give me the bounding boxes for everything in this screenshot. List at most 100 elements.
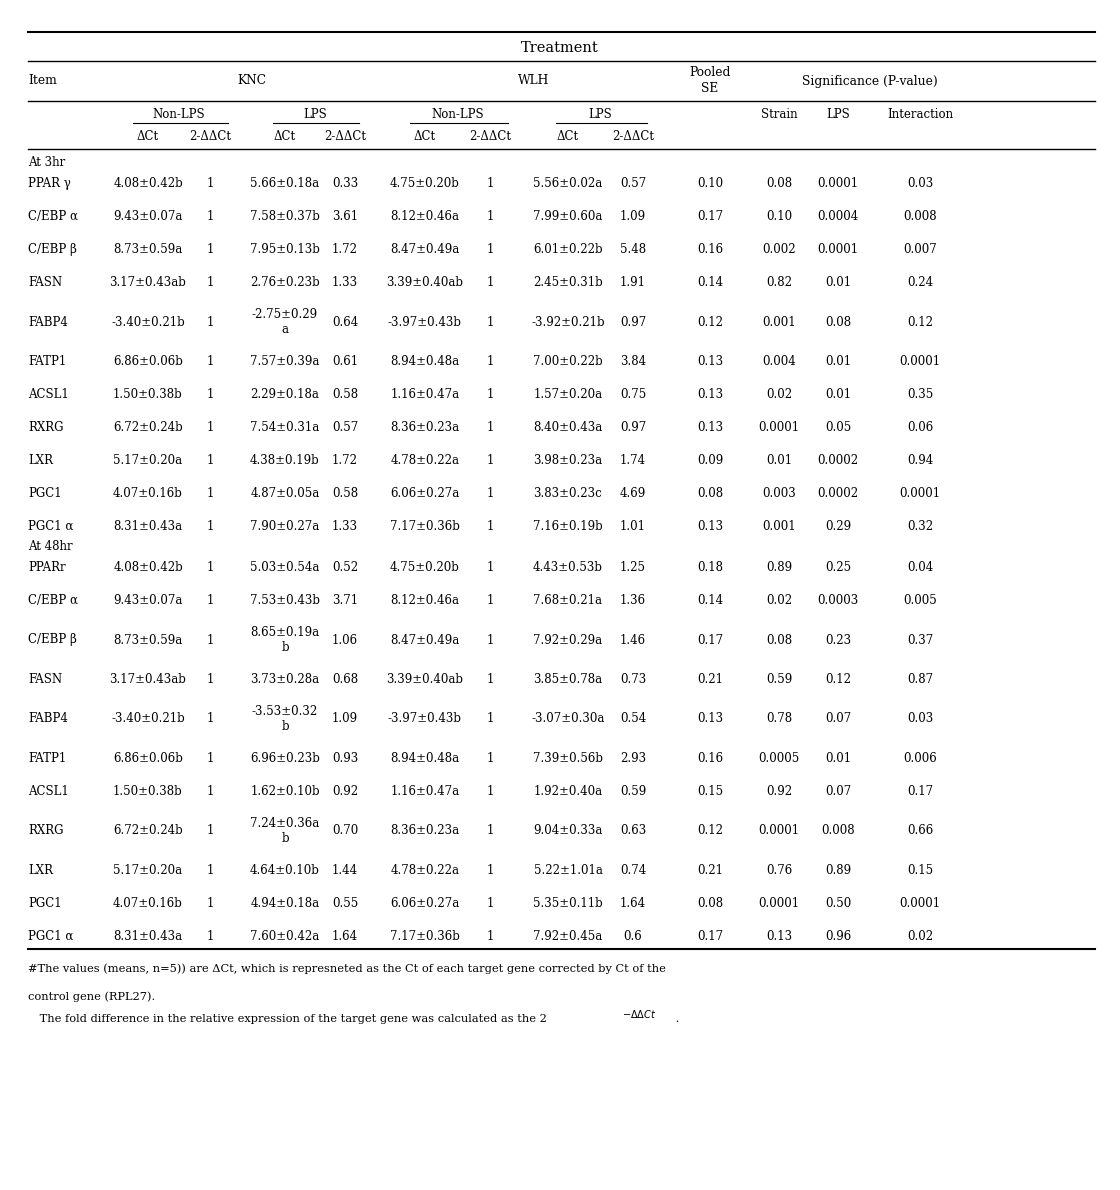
Text: 6.86±0.06b: 6.86±0.06b <box>113 355 183 368</box>
Text: 6.72±0.24b: 6.72±0.24b <box>113 825 183 838</box>
Text: 0.002: 0.002 <box>763 243 796 256</box>
Text: 0.12: 0.12 <box>697 315 724 328</box>
Text: RXRG: RXRG <box>28 421 64 434</box>
Text: 7.95±0.13b: 7.95±0.13b <box>250 243 320 256</box>
Text: 1.33: 1.33 <box>332 520 358 533</box>
Text: 0.50: 0.50 <box>824 897 851 910</box>
Text: 0.32: 0.32 <box>907 520 933 533</box>
Text: 7.17±0.36b: 7.17±0.36b <box>390 931 460 942</box>
Text: 0.13: 0.13 <box>766 931 792 942</box>
Text: 2-ΔΔCt: 2-ΔΔCt <box>612 131 654 144</box>
Text: 0.006: 0.006 <box>903 752 936 765</box>
Text: 1: 1 <box>206 209 214 223</box>
Text: -3.40±0.21b: -3.40±0.21b <box>111 315 185 328</box>
Text: 0.63: 0.63 <box>619 825 646 838</box>
Text: 0.007: 0.007 <box>903 243 936 256</box>
Text: 3.73±0.28a: 3.73±0.28a <box>251 674 319 685</box>
Text: 0.0001: 0.0001 <box>818 177 859 190</box>
Text: 5.66±0.18a: 5.66±0.18a <box>251 177 319 190</box>
Text: 0.0005: 0.0005 <box>758 752 800 765</box>
Text: 0.08: 0.08 <box>697 897 724 910</box>
Text: Strain: Strain <box>760 107 797 120</box>
Text: 1: 1 <box>486 864 494 877</box>
Text: 4.75±0.20b: 4.75±0.20b <box>390 560 460 574</box>
Text: 0.08: 0.08 <box>766 633 792 646</box>
Text: 0.08: 0.08 <box>697 487 724 500</box>
Text: 0.12: 0.12 <box>907 315 933 328</box>
Text: LPS: LPS <box>827 107 850 120</box>
Text: 4.08±0.42b: 4.08±0.42b <box>113 560 183 574</box>
Text: 0.61: 0.61 <box>332 355 358 368</box>
Text: FATP1: FATP1 <box>28 355 66 368</box>
Text: Significance (P-value): Significance (P-value) <box>802 75 937 88</box>
Text: 1: 1 <box>206 177 214 190</box>
Text: At 48hr: At 48hr <box>28 540 73 553</box>
Text: 0.0001: 0.0001 <box>899 487 941 500</box>
Text: 0.008: 0.008 <box>821 825 855 838</box>
Text: Pooled
SE: Pooled SE <box>689 67 730 95</box>
Text: #The values (means, n=5)) are ΔCt, which is represneted as the Ct of each target: #The values (means, n=5)) are ΔCt, which… <box>28 964 666 975</box>
Text: 7.90±0.27a: 7.90±0.27a <box>251 520 319 533</box>
Text: 6.06±0.27a: 6.06±0.27a <box>391 487 459 500</box>
Text: 3.85±0.78a: 3.85±0.78a <box>533 674 603 685</box>
Text: -3.97±0.43b: -3.97±0.43b <box>388 315 461 328</box>
Text: 0.87: 0.87 <box>907 674 933 685</box>
Text: 0.13: 0.13 <box>697 713 724 726</box>
Text: 0.07: 0.07 <box>824 713 851 726</box>
Text: 7.54±0.31a: 7.54±0.31a <box>251 421 319 434</box>
Text: -3.97±0.43b: -3.97±0.43b <box>388 713 461 726</box>
Text: 2-ΔΔCt: 2-ΔΔCt <box>469 131 511 144</box>
Text: 1: 1 <box>206 421 214 434</box>
Text: 8.47±0.49a: 8.47±0.49a <box>391 633 459 646</box>
Text: 4.78±0.22a: 4.78±0.22a <box>391 864 459 877</box>
Text: 1: 1 <box>206 864 214 877</box>
Text: 4.38±0.19b: 4.38±0.19b <box>250 455 320 466</box>
Text: 5.03±0.54a: 5.03±0.54a <box>250 560 319 574</box>
Text: ACSL1: ACSL1 <box>28 388 68 401</box>
Text: 8.12±0.46a: 8.12±0.46a <box>391 209 459 223</box>
Text: 0.001: 0.001 <box>763 315 796 328</box>
Text: PPARr: PPARr <box>28 560 66 574</box>
Text: PPAR γ: PPAR γ <box>28 177 71 190</box>
Text: 1: 1 <box>486 276 494 289</box>
Text: 0.005: 0.005 <box>903 594 936 607</box>
Text: 0.64: 0.64 <box>332 315 358 328</box>
Text: 4.43±0.53b: 4.43±0.53b <box>533 560 603 574</box>
Text: 5.17±0.20a: 5.17±0.20a <box>113 864 183 877</box>
Text: 0.97: 0.97 <box>619 315 646 328</box>
Text: 0.01: 0.01 <box>825 752 851 765</box>
Text: FATP1: FATP1 <box>28 752 66 765</box>
Text: 1.50±0.38b: 1.50±0.38b <box>113 785 183 798</box>
Text: 6.96±0.23b: 6.96±0.23b <box>250 752 320 765</box>
Text: 1: 1 <box>206 825 214 838</box>
Text: 1: 1 <box>486 487 494 500</box>
Text: 1.74: 1.74 <box>620 455 646 466</box>
Text: 0.008: 0.008 <box>903 209 936 223</box>
Text: 0.01: 0.01 <box>825 276 851 289</box>
Text: 8.12±0.46a: 8.12±0.46a <box>391 594 459 607</box>
Text: 1: 1 <box>486 825 494 838</box>
Text: 8.31±0.43a: 8.31±0.43a <box>113 520 183 533</box>
Text: 6.01±0.22b: 6.01±0.22b <box>533 243 603 256</box>
Text: 1: 1 <box>486 177 494 190</box>
Text: 0.21: 0.21 <box>697 674 724 685</box>
Text: 0.75: 0.75 <box>619 388 646 401</box>
Text: 0.68: 0.68 <box>332 674 358 685</box>
Text: 8.36±0.23a: 8.36±0.23a <box>391 421 459 434</box>
Text: 3.39±0.40ab: 3.39±0.40ab <box>386 276 464 289</box>
Text: 0.0001: 0.0001 <box>758 897 800 910</box>
Text: 0.66: 0.66 <box>907 825 933 838</box>
Text: 4.64±0.10b: 4.64±0.10b <box>250 864 320 877</box>
Text: 1: 1 <box>206 785 214 798</box>
Text: 0.17: 0.17 <box>697 931 724 942</box>
Text: 7.16±0.19b: 7.16±0.19b <box>533 520 603 533</box>
Text: 1: 1 <box>486 355 494 368</box>
Text: 0.02: 0.02 <box>766 388 792 401</box>
Text: 3.83±0.23c: 3.83±0.23c <box>533 487 603 500</box>
Text: 8.94±0.48a: 8.94±0.48a <box>391 355 459 368</box>
Text: 1: 1 <box>486 455 494 466</box>
Text: 1: 1 <box>486 752 494 765</box>
Text: 1: 1 <box>486 785 494 798</box>
Text: 1.50±0.38b: 1.50±0.38b <box>113 388 183 401</box>
Text: 0.08: 0.08 <box>766 177 792 190</box>
